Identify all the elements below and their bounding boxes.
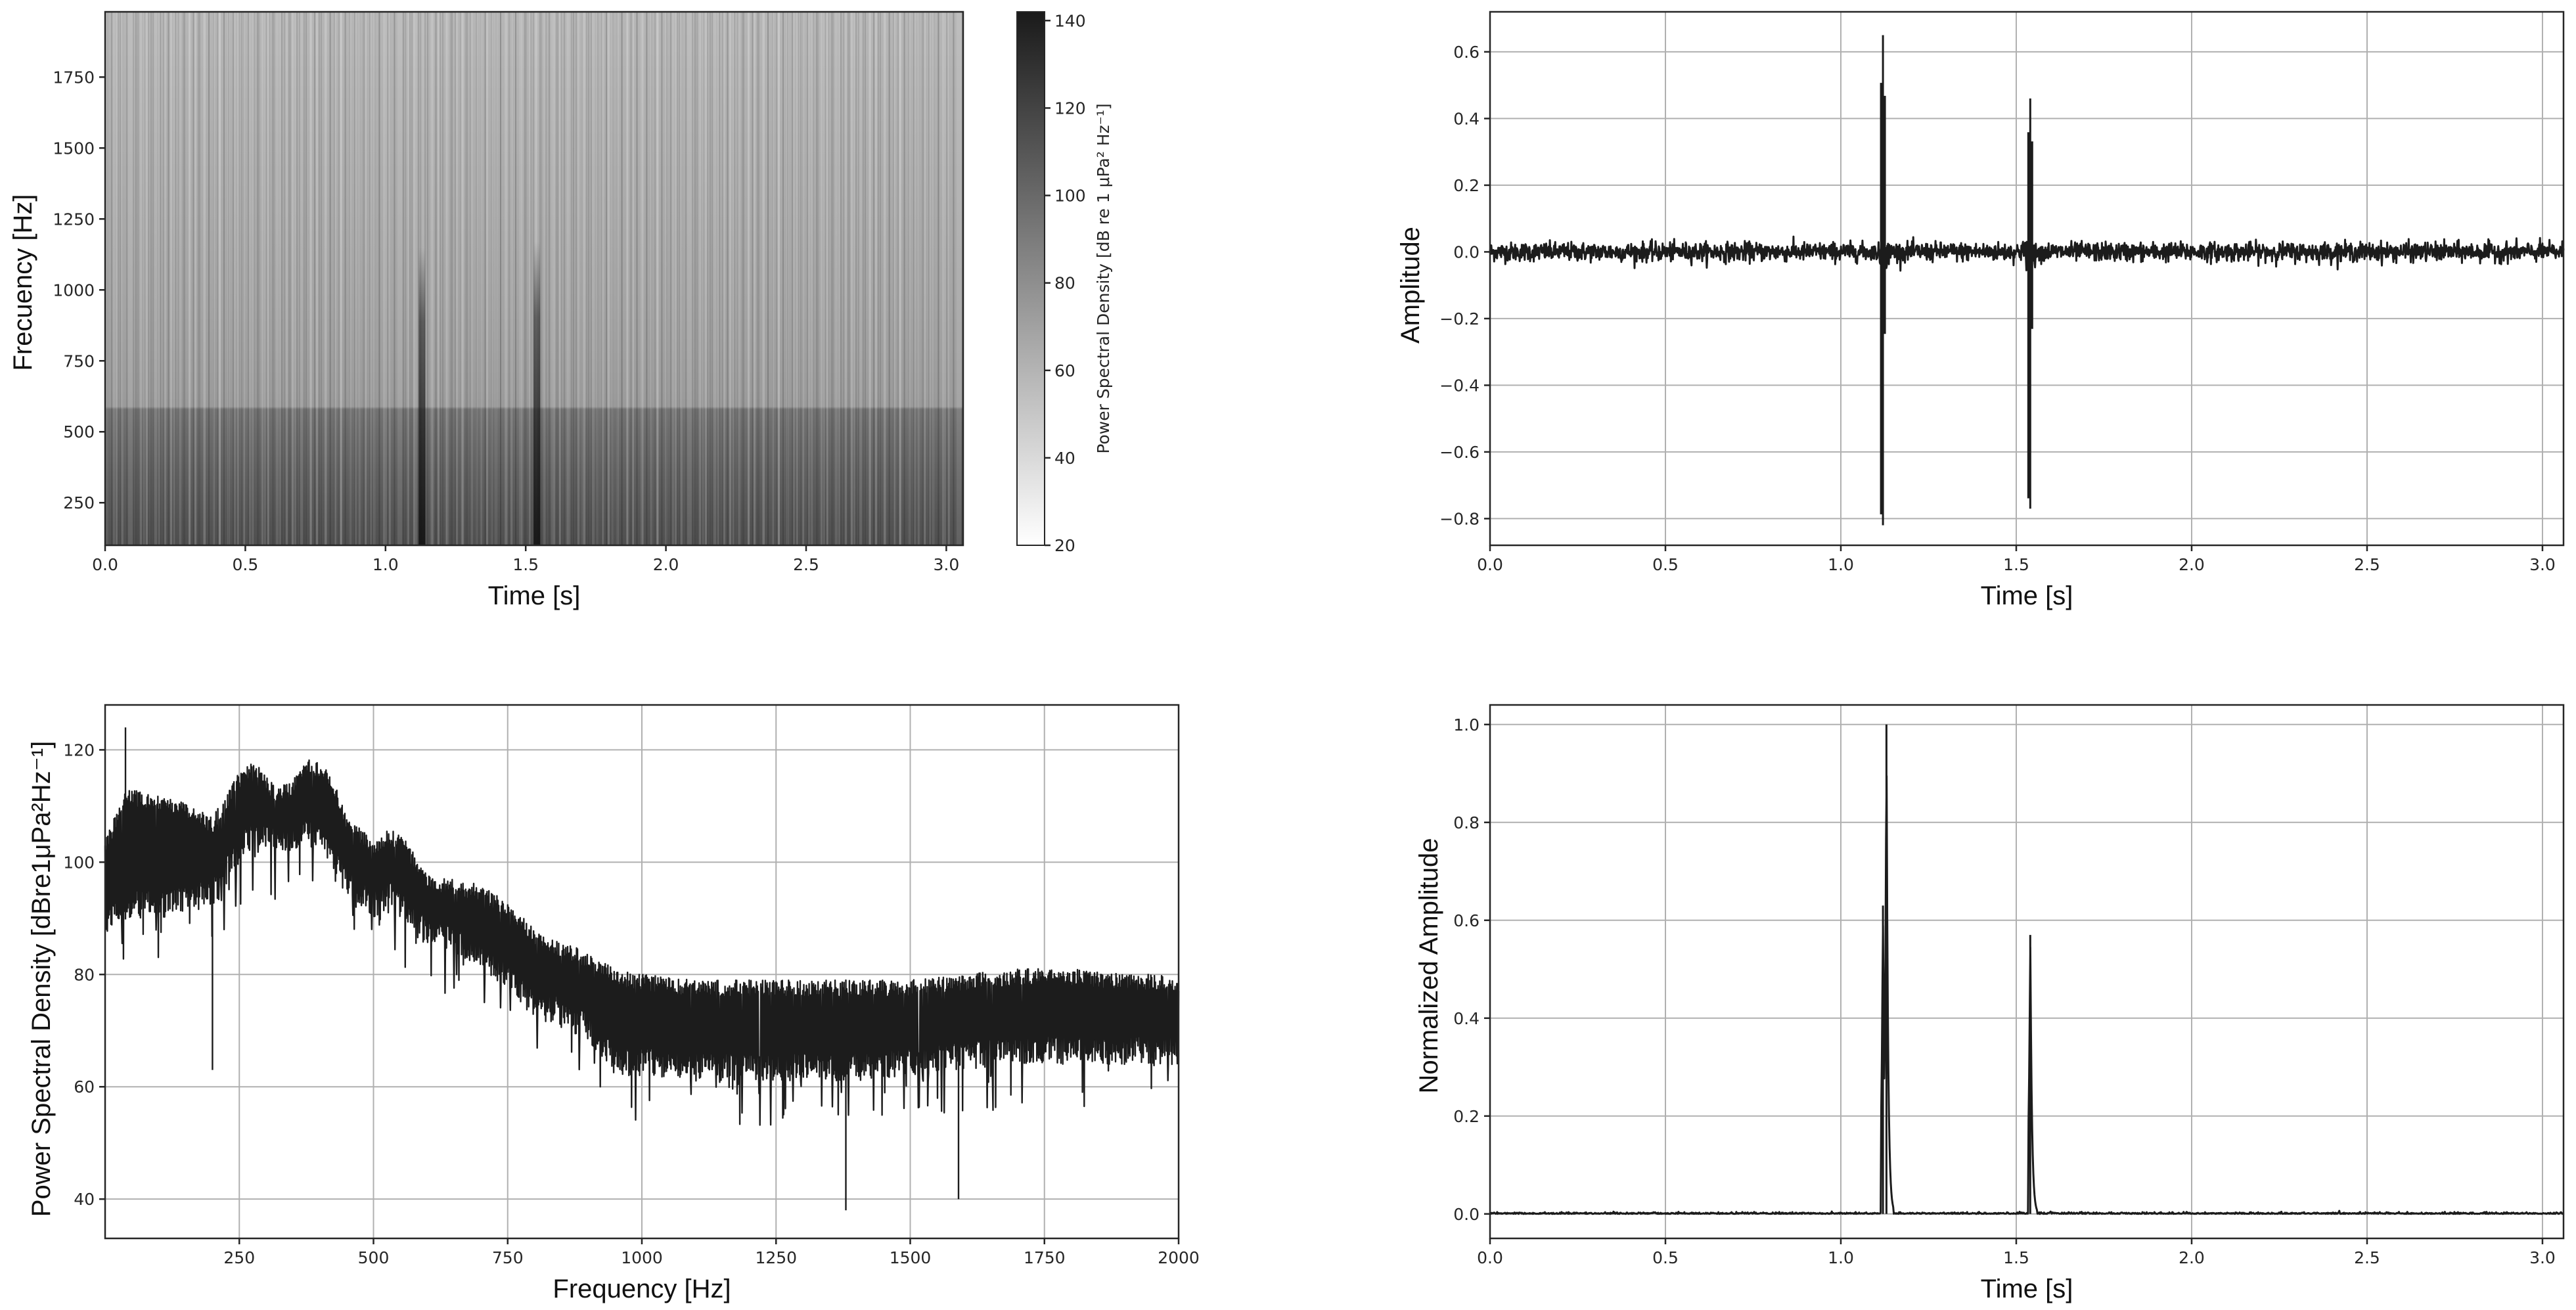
- y-tick-label: 1.0: [1453, 715, 1480, 734]
- x-tick-label: 0.0: [92, 555, 118, 574]
- envelope-grid: [1489, 705, 2564, 1238]
- colorbar-tick-label: 20: [1054, 536, 1075, 555]
- y-tick-label: −0.8: [1439, 509, 1480, 528]
- spectrogram-frame: [104, 11, 964, 547]
- x-tick-label: 1000: [621, 1248, 663, 1267]
- colorbar-ticks: 20 40 60 80 100 120 140: [1045, 11, 1086, 555]
- x-tick-label: 0.0: [1477, 555, 1503, 574]
- spectrogram-event-streak: [418, 247, 426, 545]
- waveform-frame: [1489, 11, 2565, 547]
- colorbar: [1016, 11, 1045, 546]
- waveform-y-label: Amplitude: [1396, 227, 1425, 344]
- envelope-y-label: Normalized Amplitude: [1414, 838, 1443, 1093]
- x-tick-label: 1.5: [2003, 1248, 2029, 1267]
- y-tick-label: 0.8: [1453, 813, 1480, 832]
- colorbar-tick-label: 40: [1054, 449, 1075, 468]
- y-tick-label: 0.0: [1453, 1205, 1480, 1224]
- colorbar-label: Power Spectral Density [dB re 1 μPa² Hz⁻…: [1094, 103, 1113, 453]
- y-tick-label: 0.2: [1453, 1107, 1480, 1126]
- envelope-x-label: Time [s]: [1981, 1275, 2073, 1303]
- colorbar-tick-label: 60: [1054, 361, 1075, 380]
- x-tick-label: 0.5: [233, 555, 259, 574]
- y-tick-label: 1750: [53, 68, 95, 87]
- psd-y-ticks: 120 100 80 60 40: [63, 740, 105, 1209]
- envelope-x-ticks: 0.0 0.5 1.0 1.5 2.0 2.5 3.0: [1477, 1238, 2556, 1267]
- waveform-y-ticks: 0.6 0.4 0.2 0.0 −0.2 −0.4 −0.6 −0.8: [1439, 43, 1490, 528]
- x-tick-label: 3.0: [2529, 1248, 2556, 1267]
- y-tick-label: 120: [63, 740, 95, 759]
- y-tick-label: 1500: [53, 139, 95, 158]
- spectrogram-y-label: Frecuency [Hz]: [9, 194, 37, 371]
- x-tick-label: 0.5: [1652, 1248, 1679, 1267]
- psd-panel: 250 500 750 1000 1250 1500 1750 2000 120 100 80 60…: [27, 704, 1200, 1303]
- y-tick-label: 0.4: [1453, 1009, 1480, 1028]
- x-tick-label: 2.5: [793, 555, 819, 574]
- x-tick-label: 1.0: [1828, 555, 1854, 574]
- envelope-frame: [1489, 704, 2565, 1240]
- x-tick-label: 1750: [1024, 1248, 1066, 1267]
- x-tick-label: 500: [358, 1248, 390, 1267]
- y-tick-label: 0.6: [1453, 911, 1480, 930]
- y-tick-label: 40: [74, 1190, 95, 1209]
- y-tick-label: −0.2: [1439, 309, 1480, 328]
- y-tick-label: 1000: [53, 281, 95, 300]
- spectrogram-events: [418, 241, 541, 545]
- x-tick-label: 1.5: [512, 555, 539, 574]
- x-tick-label: 1250: [755, 1248, 797, 1267]
- colorbar-tick-label: 140: [1054, 11, 1086, 30]
- y-tick-label: 250: [63, 493, 95, 512]
- spectrogram-x-label: Time [s]: [488, 581, 581, 610]
- colorbar-tick-label: 80: [1054, 274, 1075, 293]
- spectrogram-event-streak: [533, 241, 541, 545]
- waveform-grid: [1489, 12, 2564, 545]
- x-tick-label: 2.0: [653, 555, 679, 574]
- y-tick-label: 500: [63, 422, 95, 441]
- psd-series: [104, 727, 1180, 1211]
- x-tick-label: 1500: [890, 1248, 932, 1267]
- x-tick-label: 3.0: [2529, 555, 2556, 574]
- y-tick-label: 0.0: [1453, 242, 1480, 261]
- y-tick-label: 0.6: [1453, 43, 1480, 62]
- x-tick-label: 2.0: [2179, 1248, 2205, 1267]
- envelope-panel: 0.0 0.5 1.0 1.5 2.0 2.5 3.0 1.0 0.8 0.6 0.4 0.2 0.0…: [1414, 704, 2565, 1303]
- psd-x-label: Frequency [Hz]: [553, 1275, 731, 1303]
- x-tick-label: 2.0: [2179, 555, 2205, 574]
- y-tick-label: 0.2: [1453, 176, 1480, 195]
- x-tick-label: 2.5: [2354, 555, 2380, 574]
- x-tick-label: 1.0: [1828, 1248, 1854, 1267]
- psd-grid: [105, 705, 1179, 1238]
- x-tick-label: 1.5: [2003, 555, 2029, 574]
- x-tick-label: 250: [223, 1248, 255, 1267]
- spectrogram-y-ticks: 250 500 750 1000 1250 1500 1750: [53, 68, 105, 512]
- x-tick-label: 750: [492, 1248, 524, 1267]
- y-tick-label: −0.4: [1439, 376, 1480, 395]
- x-tick-label: 3.0: [934, 555, 960, 574]
- x-tick-label: 2.5: [2354, 1248, 2380, 1267]
- x-tick-label: 1.0: [373, 555, 399, 574]
- x-tick-label: 2000: [1158, 1248, 1200, 1267]
- x-tick-label: 0.0: [1477, 1248, 1503, 1267]
- waveform-panel: 0.0 0.5 1.0 1.5 2.0 2.5 3.0 0.6 0.4 0.2 0.0 −0.2 −0…: [1396, 11, 2565, 610]
- envelope-series: [1489, 724, 2565, 1215]
- psd-y-label: Power Spectral Density [dBre1μPa²Hz⁻¹]: [27, 741, 56, 1217]
- spectrogram-x-ticks: 0.0 0.5 1.0 1.5 2.0 2.5 3.0: [92, 545, 959, 574]
- waveform-x-label: Time [s]: [1981, 581, 2073, 610]
- x-tick-label: 0.5: [1652, 555, 1679, 574]
- psd-x-ticks: 250 500 750 1000 1250 1500 1750 2000: [223, 1238, 1200, 1267]
- y-tick-label: 80: [74, 965, 95, 984]
- spectrogram-panel: 0.0 0.5 1.0 1.5 2.0 2.5 3.0 250 500 750 1000 1250 1…: [9, 11, 1113, 610]
- envelope-y-ticks: 1.0 0.8 0.6 0.4 0.2 0.0: [1453, 715, 1490, 1224]
- y-tick-label: 100: [63, 853, 95, 872]
- colorbar-tick-label: 120: [1054, 99, 1086, 118]
- colorbar-tick-label: 100: [1054, 187, 1086, 206]
- y-tick-label: 1250: [53, 210, 95, 229]
- waveform-x-ticks: 0.0 0.5 1.0 1.5 2.0 2.5 3.0: [1477, 545, 2556, 574]
- y-tick-label: −0.6: [1439, 443, 1480, 462]
- waveform-series: [1489, 35, 2565, 526]
- y-tick-label: 750: [63, 351, 95, 371]
- y-tick-label: 0.4: [1453, 109, 1480, 128]
- y-tick-label: 60: [74, 1077, 95, 1096]
